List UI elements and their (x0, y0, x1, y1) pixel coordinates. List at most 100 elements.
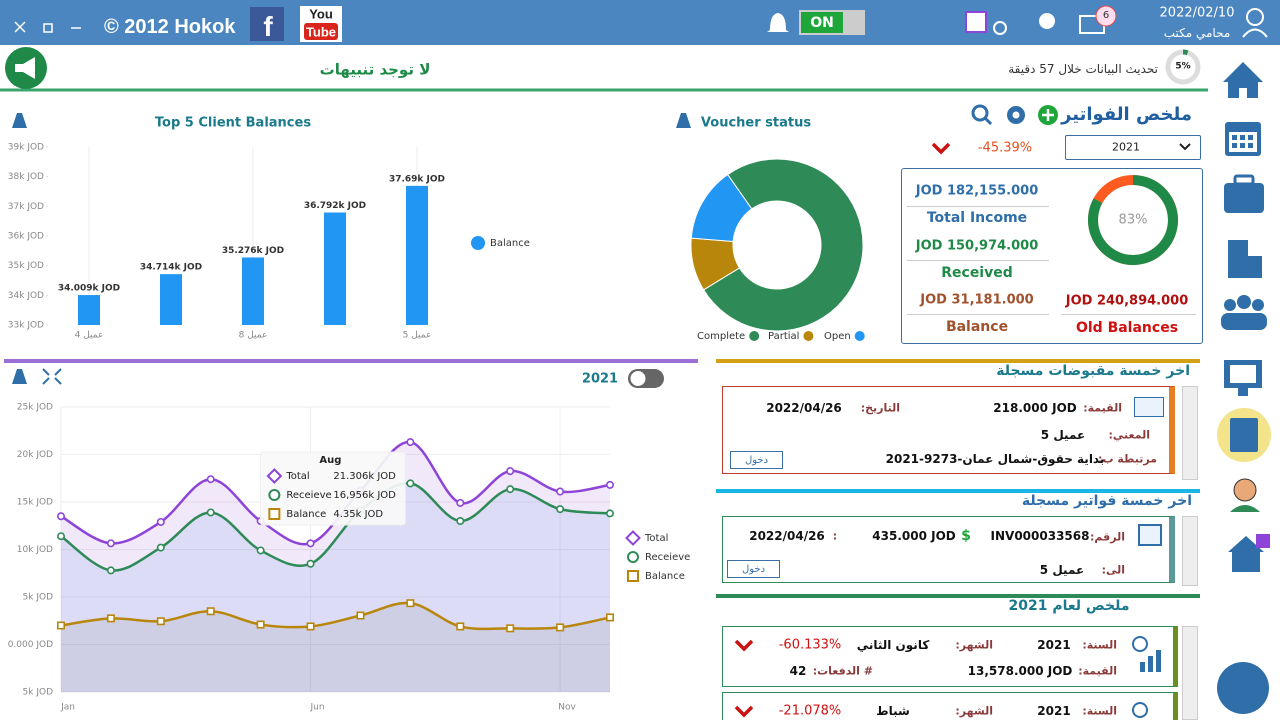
megaphone-icon (15, 57, 35, 79)
separator (1062, 314, 1196, 315)
yearly-title: ملخص لعام 2021 (1008, 598, 1130, 614)
tooltip (259, 451, 406, 526)
close-button[interactable] (14, 21, 26, 33)
restore-button[interactable] (43, 23, 53, 33)
enter-button[interactable]: دخول (727, 560, 780, 578)
point (106, 566, 115, 575)
point (56, 532, 65, 541)
point (156, 617, 165, 626)
settings-button (1012, 111, 1020, 119)
down-chevron (931, 142, 951, 155)
field-label: الشهر: (955, 638, 993, 652)
search-window-icon[interactable] (965, 11, 987, 33)
stats-icons (1132, 636, 1161, 718)
data-label: 34.714k JOD (140, 263, 202, 273)
point (56, 621, 65, 630)
legend-marker (471, 236, 485, 250)
gauge-arc (1088, 175, 1178, 265)
x-tick-label: Jan (60, 703, 75, 713)
invoice-amount: 435.000 JOD (872, 529, 956, 543)
sidebar-icons (1221, 62, 1267, 396)
x-tick-label: عميل 8 (239, 331, 268, 341)
bar (406, 185, 428, 325)
facebook-logo[interactable] (250, 7, 284, 41)
y-tick-label: 5k JOD (23, 593, 54, 603)
field-label: القيمة: (1078, 664, 1117, 678)
field-label: القيمة: (1083, 401, 1122, 415)
chart-title: Voucher status (701, 116, 811, 131)
invoice-date: 2022/04/26 (749, 529, 825, 543)
point (156, 543, 165, 552)
field-label: التاريخ: (860, 401, 900, 415)
scrollbar (1182, 626, 1198, 720)
legend-label: Balance (645, 571, 685, 582)
point (456, 516, 465, 525)
balance: JOD 31,181.000 (920, 292, 1034, 308)
y-tick-label: 38k JOD (8, 172, 44, 182)
receipt-icon (1134, 397, 1164, 417)
facebook-text: f (263, 11, 273, 42)
enter-button[interactable]: دخول (730, 451, 783, 469)
legend-marker (854, 331, 865, 341)
legend-marker (803, 331, 814, 341)
pie-slice (702, 158, 864, 332)
legend-label: Total (644, 533, 668, 544)
bell-icon[interactable] (767, 13, 789, 32)
tooltip-name: Receieve (286, 490, 331, 501)
point (506, 467, 515, 476)
y-tick-label: 25k JOD (17, 403, 53, 413)
total-income: JOD 182,155.000 (915, 183, 1039, 199)
scrollbar (1182, 516, 1198, 586)
total-income-label: Total Income (926, 210, 1028, 226)
sidebar-icon (1230, 418, 1258, 452)
x-tick-label: عميل 5 (403, 331, 432, 341)
invoice-card (722, 516, 1175, 583)
year: 2021 (1037, 704, 1071, 718)
point (256, 620, 265, 629)
search-button (983, 116, 993, 126)
user-icon[interactable] (1246, 8, 1264, 26)
user-icon (1242, 28, 1268, 38)
value: 13,578.000 JOD (967, 664, 1073, 678)
tooltip-value: 4.35k JOD (333, 509, 383, 520)
refresh-text: تحديث البيانات خلال 57 دقيقة (1008, 62, 1158, 76)
receipt-card (722, 386, 1175, 474)
point (306, 622, 315, 631)
toggle-knob (630, 371, 646, 386)
tooltip-value: 16,956k JOD (333, 490, 396, 501)
receipt-amount: 218.000 JOD (993, 401, 1077, 415)
pie-slice (690, 173, 753, 243)
user-add-icon[interactable] (1039, 13, 1055, 29)
tooltip-marker (268, 489, 281, 501)
sidebar-icon (1228, 536, 1264, 572)
field-label: الرقم: (1090, 530, 1125, 544)
receipts-title: اخر خمسة مقبوضات مسجلة (996, 363, 1190, 379)
area (61, 602, 610, 692)
point (556, 623, 565, 632)
search-button[interactable] (971, 104, 989, 122)
year-select[interactable] (1065, 135, 1201, 160)
legend-marker (627, 551, 639, 563)
field-label: : (832, 529, 838, 543)
point (406, 438, 415, 447)
alert-message: لا توجد تنبيهات (319, 60, 431, 79)
progress-arc (1182, 49, 1189, 56)
y-tick-label: 10k JOD (17, 545, 53, 555)
point (206, 607, 215, 616)
point (506, 485, 515, 494)
scrollbar (1182, 386, 1198, 480)
point (156, 517, 165, 526)
old-balances: JOD 240,894.000 (1065, 293, 1189, 309)
year: 2021 (1037, 638, 1071, 652)
bar (160, 274, 182, 325)
receipt-date: 2022/04/26 (766, 401, 842, 415)
search-window-icon (993, 21, 1007, 35)
y-tick-label: 0.000 JOD (8, 640, 53, 650)
year-row-card (722, 626, 1178, 687)
youtube-red (304, 23, 338, 40)
user-name: محامي مكتب (1163, 26, 1231, 40)
tooltip-value: 21.306k JOD (333, 471, 396, 482)
month: شباط (876, 704, 910, 718)
y-tick-label: 36k JOD (8, 232, 44, 242)
point (306, 559, 315, 568)
